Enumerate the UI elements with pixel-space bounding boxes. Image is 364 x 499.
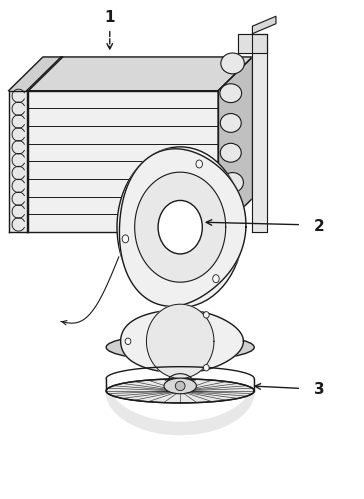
- Ellipse shape: [222, 173, 244, 193]
- Ellipse shape: [213, 275, 219, 282]
- Polygon shape: [119, 149, 246, 306]
- Ellipse shape: [221, 53, 244, 74]
- Ellipse shape: [220, 84, 242, 103]
- Polygon shape: [9, 57, 63, 91]
- Ellipse shape: [117, 147, 244, 307]
- Ellipse shape: [158, 201, 202, 254]
- Ellipse shape: [221, 201, 244, 221]
- Polygon shape: [238, 33, 267, 53]
- Polygon shape: [106, 379, 254, 435]
- Ellipse shape: [220, 143, 241, 162]
- Polygon shape: [27, 57, 253, 91]
- Ellipse shape: [164, 378, 197, 394]
- Text: 2: 2: [314, 219, 325, 234]
- Ellipse shape: [125, 338, 131, 344]
- Ellipse shape: [175, 381, 185, 391]
- Ellipse shape: [106, 379, 254, 403]
- Ellipse shape: [220, 114, 241, 132]
- Polygon shape: [120, 310, 244, 373]
- Text: 3: 3: [314, 382, 324, 397]
- Polygon shape: [253, 16, 276, 33]
- Polygon shape: [146, 304, 214, 378]
- Polygon shape: [218, 57, 253, 232]
- Polygon shape: [135, 172, 226, 282]
- Ellipse shape: [196, 160, 202, 168]
- Polygon shape: [27, 91, 218, 232]
- Ellipse shape: [106, 334, 254, 360]
- Polygon shape: [253, 33, 267, 232]
- Polygon shape: [9, 91, 28, 232]
- Text: 1: 1: [104, 10, 115, 25]
- Ellipse shape: [203, 312, 209, 318]
- Ellipse shape: [203, 364, 209, 371]
- Ellipse shape: [122, 235, 128, 243]
